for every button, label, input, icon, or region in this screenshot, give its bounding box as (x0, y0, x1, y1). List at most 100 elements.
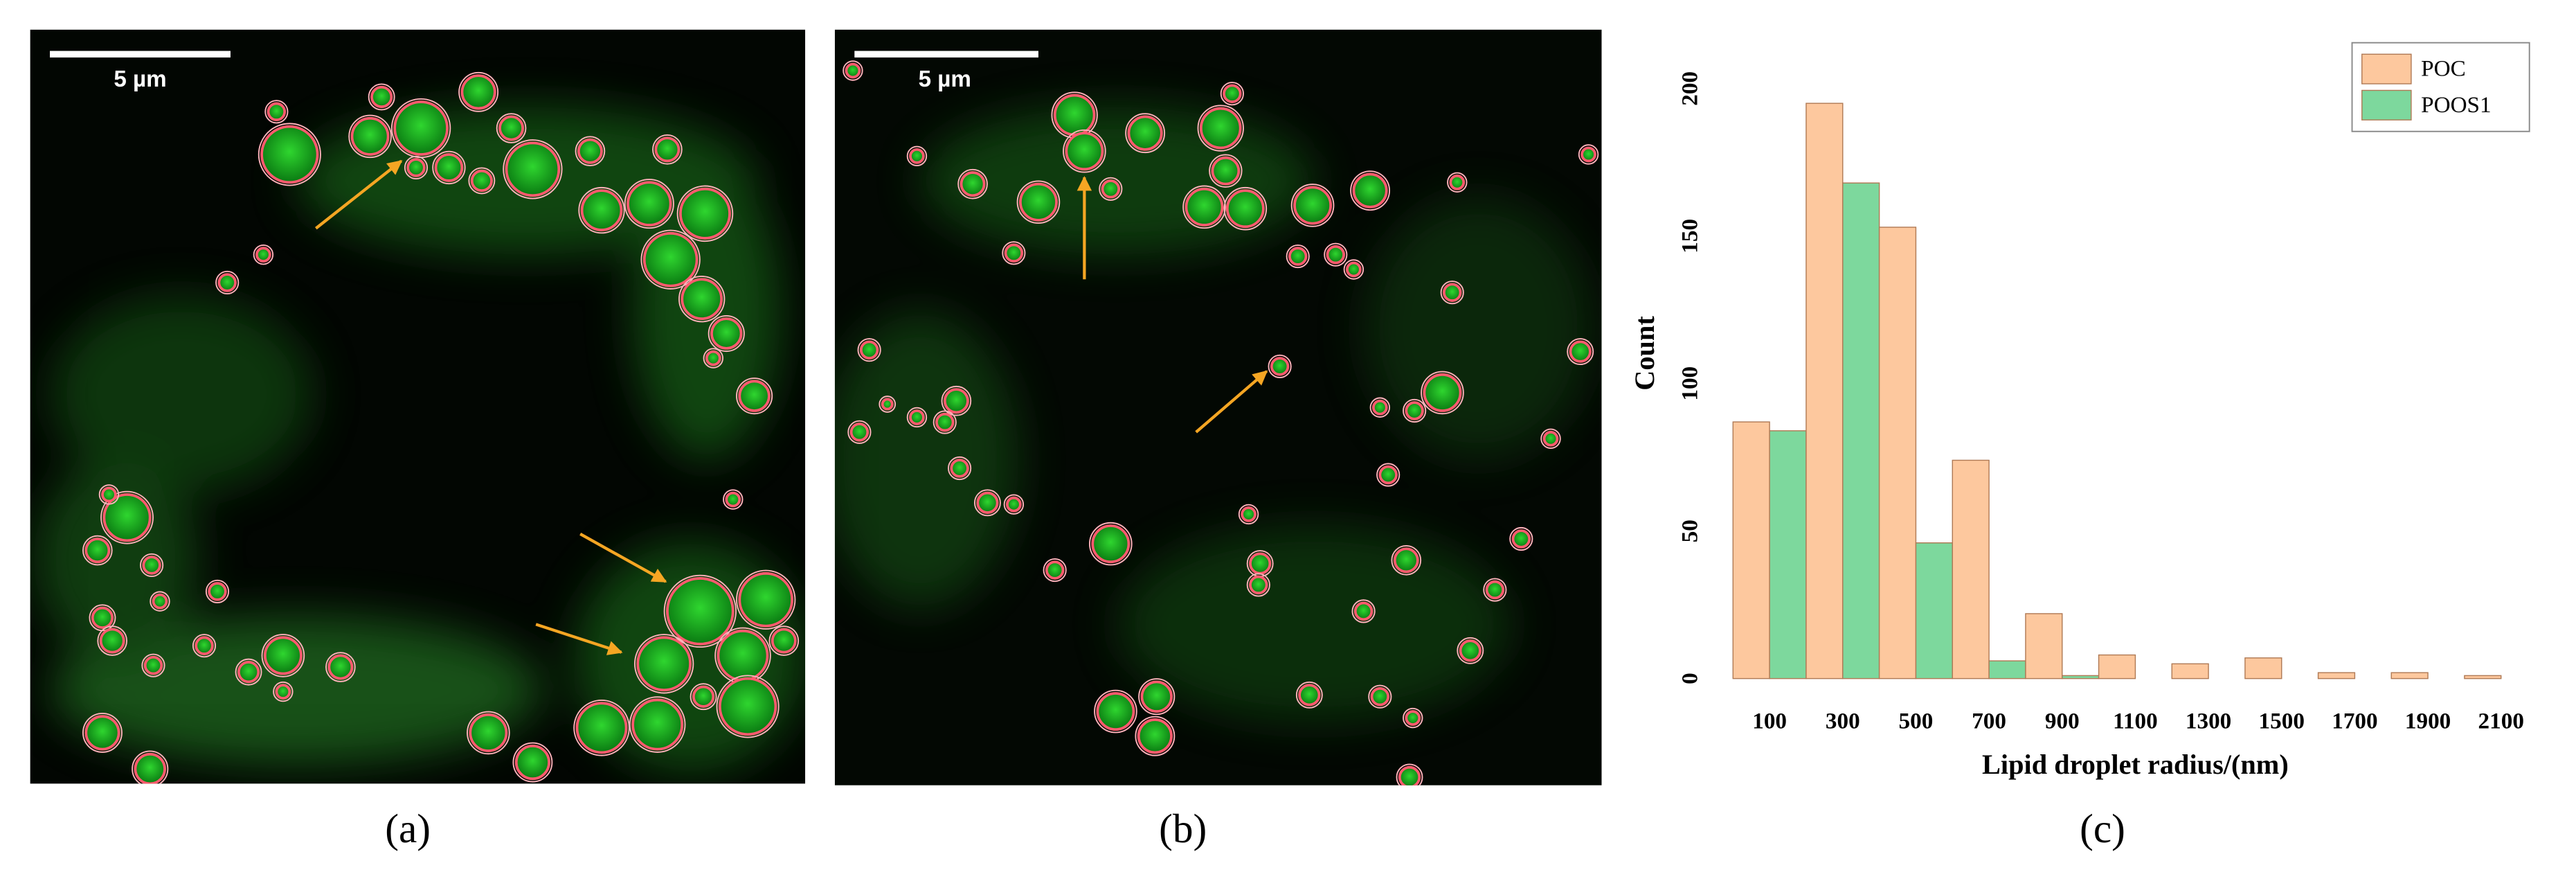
droplet-ring (1369, 397, 1391, 418)
droplet-ring (640, 229, 701, 290)
droplet-ring (1391, 545, 1422, 576)
droplet (642, 231, 699, 287)
droplet-ring (1403, 707, 1423, 729)
droplet (505, 141, 561, 197)
bar (1915, 542, 1953, 680)
droplet-ring (192, 634, 217, 658)
y-tick-label: 200 (1677, 71, 1703, 106)
droplet (681, 278, 723, 321)
droplet (99, 628, 125, 654)
droplet-ring (957, 168, 988, 199)
droplet (1442, 283, 1462, 302)
droplet (275, 684, 291, 700)
droplet (1185, 187, 1224, 227)
droplet-ring (458, 71, 499, 112)
droplet-ring (973, 489, 1001, 517)
droplet-ring (215, 270, 240, 295)
droplet-ring (1447, 172, 1468, 193)
droplet (152, 593, 168, 610)
droplet-ring (847, 420, 872, 444)
arrow (579, 533, 667, 583)
droplet (1004, 243, 1024, 263)
droplet (498, 115, 525, 141)
droplet-ring (348, 114, 392, 159)
bar (1842, 182, 1880, 680)
droplet-ring (1351, 599, 1376, 623)
droplet (654, 136, 681, 163)
droplet-ring (941, 385, 972, 416)
droplet-ring (1509, 526, 1533, 551)
droplet (134, 752, 166, 784)
droplet (943, 388, 969, 414)
droplet-ring (1002, 241, 1026, 265)
scale-bar-label: 5 µm (114, 66, 166, 92)
bar (2098, 654, 2136, 680)
droplet-ring (1368, 684, 1392, 709)
droplet (460, 74, 496, 110)
y-tick-label: 100 (1677, 366, 1703, 401)
droplet (1270, 357, 1290, 376)
bar (2390, 672, 2429, 680)
droplet (692, 685, 715, 708)
droplet-ring (1295, 681, 1323, 709)
droplet-ring (948, 456, 972, 481)
panel-label: (a) (385, 806, 431, 851)
droplet (1423, 373, 1462, 412)
droplet (1065, 132, 1104, 171)
droplet (1398, 765, 1421, 785)
bar (1732, 421, 1770, 680)
droplet (260, 125, 319, 184)
droplet (1405, 710, 1421, 726)
droplet (1580, 146, 1596, 163)
droplet (1091, 524, 1131, 564)
droplet-ring (141, 653, 165, 677)
droplet-ring (467, 711, 510, 755)
micrograph-b (834, 29, 1602, 785)
bar (1988, 660, 2026, 680)
x-tick-label: 1700 (2332, 708, 2377, 734)
bar (2025, 613, 2063, 680)
droplet-ring (468, 167, 496, 195)
droplet-ring (906, 407, 928, 428)
droplet-ring (100, 490, 154, 544)
legend-label: POC (2421, 56, 2466, 82)
droplet-ring (512, 742, 553, 783)
droplet-ring (273, 681, 294, 702)
droplet (738, 571, 794, 628)
droplet (1045, 560, 1065, 580)
droplet-ring (1238, 504, 1259, 525)
droplet-ring (736, 378, 773, 415)
droplet-ring (1099, 177, 1123, 201)
droplet-ring (1209, 154, 1243, 188)
droplet (1352, 172, 1388, 208)
droplet (91, 606, 114, 629)
droplet-ring (1135, 716, 1176, 756)
droplet (849, 423, 870, 442)
droplet-ring (1286, 244, 1310, 269)
droplet (84, 538, 111, 564)
droplet-ring (82, 712, 123, 753)
droplet (1511, 529, 1531, 549)
bar (1769, 430, 1807, 680)
bar (1952, 459, 1990, 680)
droplet (84, 715, 120, 751)
droplet-ring (678, 276, 726, 323)
droplet (627, 181, 672, 227)
droplet (1459, 639, 1481, 662)
panel-label: (b) (1159, 806, 1207, 851)
x-tick-label: 500 (1899, 708, 1934, 734)
droplet-ring (736, 569, 796, 630)
droplet-ring (768, 625, 800, 656)
droplet-ring (629, 696, 686, 753)
droplet (370, 85, 393, 109)
droplet (1378, 465, 1398, 485)
droplet-ring (703, 348, 724, 369)
droplet-ring (624, 179, 674, 229)
droplet (666, 577, 735, 646)
droplet (1449, 174, 1466, 190)
droplet-ring (716, 675, 780, 738)
droplet-ring (132, 750, 169, 784)
bar (1805, 103, 1844, 680)
droplet-ring (1016, 180, 1061, 224)
micrograph-a (30, 29, 806, 784)
